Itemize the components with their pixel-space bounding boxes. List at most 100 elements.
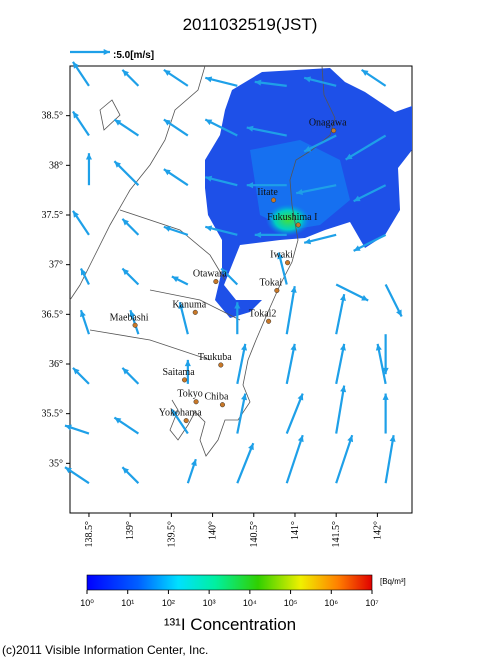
arrow-head [353,245,361,251]
wind-legend: :5.0[m/s] [113,50,154,61]
x-tick-label: 140° [208,521,219,540]
wind-arrow [361,68,387,87]
arrow-head [80,310,86,318]
wind-arrow [129,309,140,335]
colorbar-tick-label: 10⁶ [324,598,338,608]
arrow-head [389,435,396,442]
wind-arrow [163,68,189,87]
arrow-shaft [285,343,296,385]
city-dot [266,318,272,324]
arrow-head [122,218,130,226]
city-dot [192,309,198,315]
arrow-head [345,153,353,160]
wind-arrow [382,334,389,375]
y-tick-label: 38.5° [42,111,64,122]
wind-arrow [246,182,287,189]
wind-arrow [335,385,347,434]
colorbar-title: ¹³¹I Concentration [164,615,296,634]
arrow-head [277,252,284,260]
arrow-head [205,225,213,232]
arrow-head [297,393,304,401]
wind-arrow [353,233,387,252]
arrow-shaft [285,286,296,335]
title: 2011032519(JST) [183,15,318,34]
city-dot [132,322,138,328]
wind-arrow [345,134,387,161]
arrow-head [178,302,185,310]
wind-arrow [303,233,337,245]
arrow-head [221,268,228,276]
x-tick-label: 142° [372,521,383,540]
wind-arrow [186,458,197,484]
wind-arrow [303,134,337,153]
arrow-head [382,367,389,375]
arrow-shaft [345,134,387,161]
arrow-head [241,393,248,401]
wind-arrow [121,367,140,385]
city-label: Iitate [257,187,278,198]
arrow-shaft [236,393,247,434]
wind-arrow [79,309,90,335]
wind-arrow [375,343,387,385]
arrow-head [290,343,297,351]
arrow-head [85,153,92,160]
arrow-head [290,286,297,293]
arrow-head [163,69,171,76]
arrow-head [184,359,191,367]
arrow-head [122,467,130,474]
city-label: Tokai [260,277,283,288]
arrow-shaft [335,434,354,484]
wind-arrow [220,267,239,286]
wind-arrow [121,69,140,87]
wind-arrow [171,275,189,286]
arrow-head [361,69,369,76]
arrow-head [304,145,312,152]
city-label: Iwaki [270,250,293,261]
city-dot [193,399,199,405]
wind-arrow [384,435,396,484]
wind-arrow [121,267,140,286]
y-tick-label: 36.5° [42,309,64,320]
city-dot [271,197,277,203]
arrow-head [353,195,361,202]
wind-arrow [205,225,238,236]
arrow-shaft [285,393,304,434]
city-label: Yokohama [159,408,202,419]
wind-arrow [113,416,140,435]
wind-arrow [163,168,189,187]
x-tick-label: 139° [125,521,136,540]
wind-arrow [113,118,140,137]
arrow-head [64,467,72,474]
arrow-shaft [246,126,287,137]
arrow-head [72,210,79,218]
wind-legend-label: :5.0[m/s] [113,50,154,61]
wind-arrow [254,231,287,238]
arrow-head [171,409,178,417]
coastline [69,65,336,457]
wind-arrow [178,301,189,335]
colorbar-tick-label: 10⁷ [365,598,378,608]
colorbar-tick-label: 10¹ [121,598,134,608]
arrow-head [64,424,72,431]
arrow-head [234,302,241,309]
city-label: Fukushima I [267,212,317,223]
arrow-head [340,385,347,393]
x-tick-label: 140.5° [249,521,260,548]
colorbar-tick-label: 10² [162,598,175,608]
arrow-head [163,119,171,126]
arrow-head [304,238,312,245]
city-label: Tokai2 [249,308,277,319]
arrow-shaft [335,343,346,385]
arrow-head [339,343,346,351]
arrow-head [361,294,369,301]
wind-arrow [205,76,238,87]
wind-arrow [277,252,288,285]
arrow-head [72,367,80,375]
wind-arrow [64,424,90,435]
wind-arrow [205,175,238,187]
wind-arrow [184,359,191,384]
wind-arrow [121,218,140,236]
wind-arrow [236,442,255,484]
wind-arrow [163,225,189,236]
arrow-head [122,69,130,77]
